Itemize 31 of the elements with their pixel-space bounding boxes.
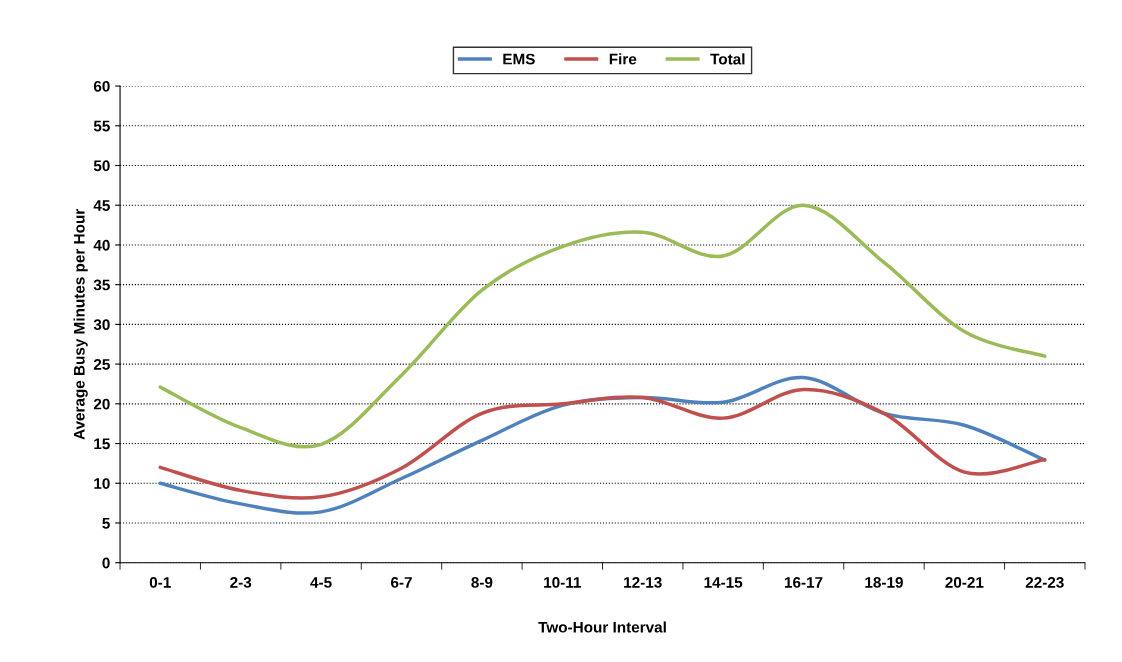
y-tick-label: 20 — [93, 398, 110, 410]
y-tick-label: 35 — [93, 279, 110, 291]
y-tick-label: 45 — [93, 200, 110, 211]
legend-label: Total — [710, 53, 745, 65]
y-tick-label: 15 — [94, 438, 110, 450]
x-tick-label: 16-17 — [784, 576, 823, 588]
x-tick-label: 10-11 — [544, 576, 581, 588]
y-tick-label: 0 — [102, 557, 110, 569]
x-tick-label: 18-19 — [865, 576, 903, 588]
x-axis-title: Two-Hour Interval — [538, 621, 666, 633]
x-tick-label: 0-1 — [149, 576, 171, 588]
y-tick-label: 25 — [93, 358, 110, 370]
y-tick-label: 55 — [93, 120, 110, 132]
y-tick-label: 60 — [93, 80, 110, 92]
line-series — [158, 387, 1047, 500]
y-tick-label: 5 — [102, 518, 110, 529]
x-tick-label: 6-7 — [391, 576, 412, 588]
x-tick-label: 14-15 — [704, 577, 743, 588]
y-tick-label: 10 — [94, 478, 110, 489]
x-tick-label: 20-21 — [945, 576, 984, 588]
y-tick-label: 50 — [93, 160, 110, 172]
legend-label: Fire — [609, 53, 637, 65]
x-tick-label: 4-5 — [310, 577, 332, 588]
x-tick-label: 8-9 — [471, 576, 493, 588]
y-tick-label: 40 — [93, 239, 110, 251]
legend-label: EMS — [503, 53, 535, 65]
x-tick-label: 2-3 — [230, 576, 252, 588]
y-tick-label: 30 — [93, 319, 110, 331]
x-tick-label: 12-13 — [624, 576, 662, 588]
y-axis-title: Average Busy Minutes per Hour — [73, 209, 88, 440]
x-tick-label: 22-23 — [1025, 576, 1064, 588]
